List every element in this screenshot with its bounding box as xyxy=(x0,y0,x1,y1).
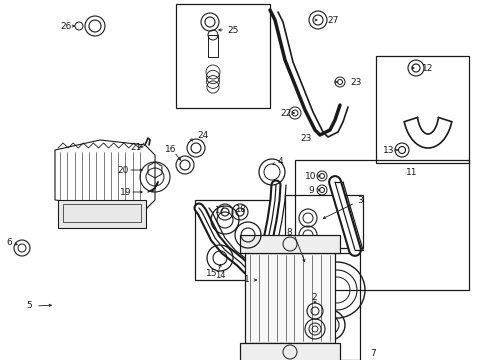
Text: 20: 20 xyxy=(117,166,128,175)
Text: 24: 24 xyxy=(197,131,208,140)
Text: 14: 14 xyxy=(215,270,225,279)
Text: 8: 8 xyxy=(285,228,291,237)
Bar xyxy=(58,200,146,228)
Text: 12: 12 xyxy=(421,63,432,72)
Text: 5: 5 xyxy=(26,302,32,310)
Text: 6: 6 xyxy=(6,238,12,247)
Text: 7: 7 xyxy=(369,348,375,357)
Bar xyxy=(375,56,468,163)
Bar xyxy=(176,4,269,108)
Bar xyxy=(195,200,271,280)
Text: 17: 17 xyxy=(214,206,224,215)
Text: 18: 18 xyxy=(235,204,245,213)
Text: 27: 27 xyxy=(326,15,338,24)
Text: 23: 23 xyxy=(349,77,361,86)
Text: 10: 10 xyxy=(305,171,316,180)
Text: 4: 4 xyxy=(278,157,283,166)
Bar xyxy=(295,253,359,360)
Bar xyxy=(240,343,339,360)
Bar xyxy=(244,253,334,343)
Bar xyxy=(240,235,339,253)
Text: 3: 3 xyxy=(356,195,362,204)
Text: 25: 25 xyxy=(226,26,238,35)
Text: 1: 1 xyxy=(244,275,249,284)
Text: 21: 21 xyxy=(130,143,141,152)
Bar xyxy=(63,204,141,222)
Text: 13: 13 xyxy=(382,145,394,154)
Text: 22: 22 xyxy=(280,108,291,117)
Text: 19: 19 xyxy=(120,188,131,197)
Text: 11: 11 xyxy=(405,167,417,176)
Bar xyxy=(285,195,362,248)
Bar xyxy=(294,160,468,290)
Text: 26: 26 xyxy=(60,22,71,31)
Text: 15: 15 xyxy=(205,270,217,279)
Text: 9: 9 xyxy=(307,185,313,194)
Text: 2: 2 xyxy=(310,293,316,302)
Text: 16: 16 xyxy=(164,144,176,153)
Text: 23: 23 xyxy=(299,134,311,143)
Bar xyxy=(207,35,218,57)
